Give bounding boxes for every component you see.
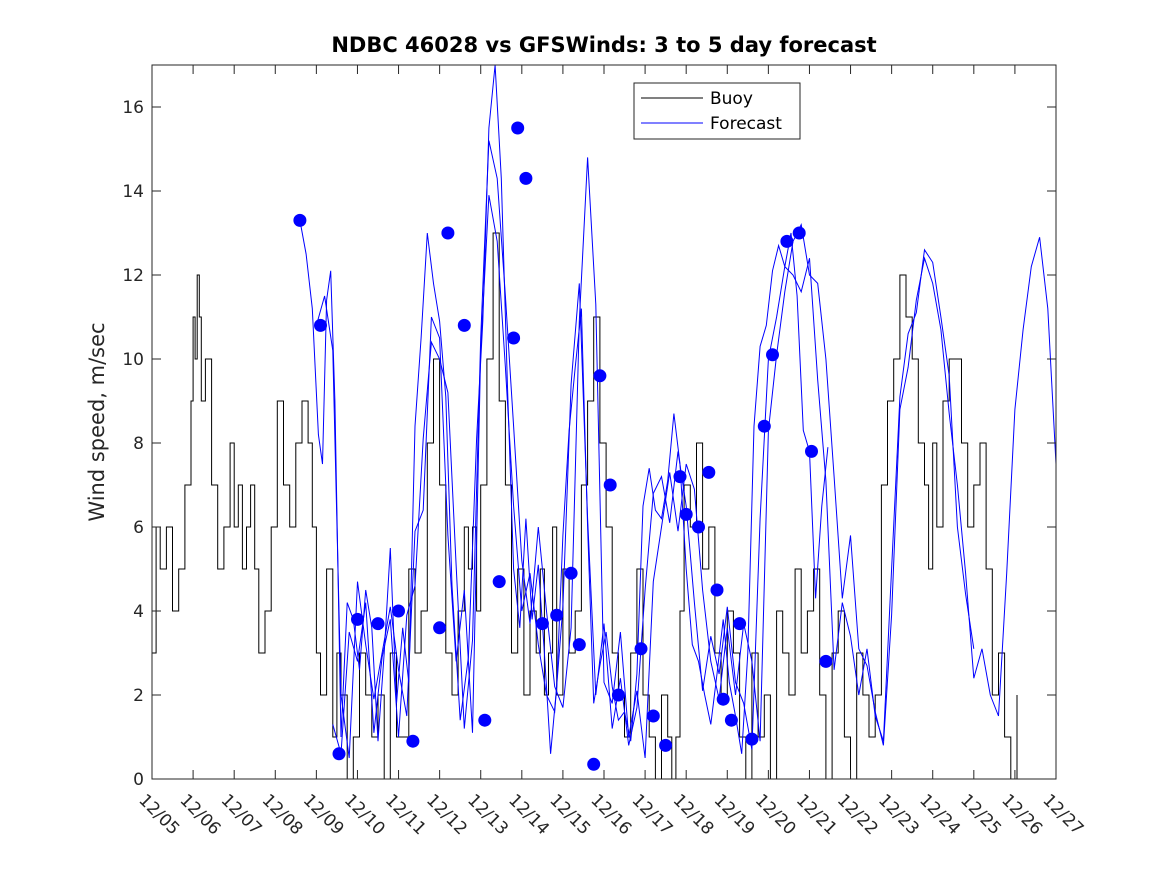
legend-buoy-label: Buoy — [710, 89, 753, 109]
forecast-marker — [535, 617, 549, 631]
forecast-marker — [492, 575, 506, 589]
forecast-marker — [792, 226, 806, 240]
forecast-marker — [646, 709, 660, 723]
y-tick-label: 16 — [122, 98, 144, 118]
y-tick-label: 6 — [133, 518, 144, 538]
buoy-series-line — [152, 232, 1018, 780]
forecast-marker — [441, 226, 455, 240]
forecast-marker — [572, 638, 586, 652]
y-tick-label: 0 — [133, 770, 144, 790]
series-layer — [152, 64, 1057, 780]
forecast-marker — [371, 617, 385, 631]
y-tick-label: 2 — [133, 686, 144, 706]
forecast-marker — [724, 713, 738, 727]
forecast-marker — [710, 583, 724, 597]
y-tick-label: 14 — [122, 182, 144, 202]
marker-layer — [293, 121, 833, 771]
forecast-series-line-3 — [332, 140, 1057, 759]
forecast-marker — [659, 738, 673, 752]
forecast-marker — [507, 331, 521, 345]
forecast-marker — [603, 478, 617, 492]
forecast-marker — [766, 348, 779, 362]
forecast-marker — [692, 520, 705, 534]
legend-box — [633, 82, 801, 140]
forecast-marker — [593, 369, 607, 383]
y-axis-label: Wind speed, m/sec — [85, 322, 109, 521]
forecast-marker — [564, 566, 578, 580]
forecast-marker — [478, 713, 492, 727]
forecast-series-line-1 — [299, 64, 829, 754]
forecast-marker — [392, 604, 405, 618]
forecast-marker — [550, 608, 564, 622]
forecast-marker — [757, 419, 771, 433]
forecast-marker — [519, 171, 533, 185]
forecast-marker — [351, 612, 364, 626]
y-tick-label: 4 — [133, 602, 144, 622]
forecast-marker — [511, 121, 525, 135]
y-tick-label: 8 — [133, 434, 144, 454]
forecast-marker — [745, 732, 759, 746]
forecast-marker — [314, 318, 327, 332]
forecast-marker — [587, 757, 601, 771]
forecast-marker — [332, 747, 346, 761]
axes-box — [151, 64, 1057, 780]
chart-title: NDBC 46028 vs GFSWinds: 3 to 5 day forec… — [331, 33, 876, 57]
forecast-marker — [673, 470, 687, 484]
forecast-marker — [406, 734, 420, 748]
forecast-marker — [819, 654, 833, 668]
forecast-marker — [733, 617, 747, 631]
forecast-marker — [805, 444, 818, 458]
legend-forecast-label: Forecast — [710, 114, 782, 134]
y-tick-label: 12 — [122, 266, 144, 286]
forecast-marker — [293, 213, 307, 227]
y-tick-label: 10 — [122, 350, 144, 370]
forecast-marker — [679, 507, 693, 521]
forecast-marker — [611, 688, 625, 702]
legend: Buoy Forecast — [633, 82, 801, 140]
forecast-marker — [433, 621, 447, 635]
forecast-marker — [716, 692, 730, 706]
forecast-marker — [634, 642, 648, 656]
forecast-marker — [780, 234, 794, 248]
forecast-marker — [457, 318, 471, 332]
forecast-marker — [702, 465, 716, 479]
forecast-series-line-2 — [315, 195, 975, 759]
